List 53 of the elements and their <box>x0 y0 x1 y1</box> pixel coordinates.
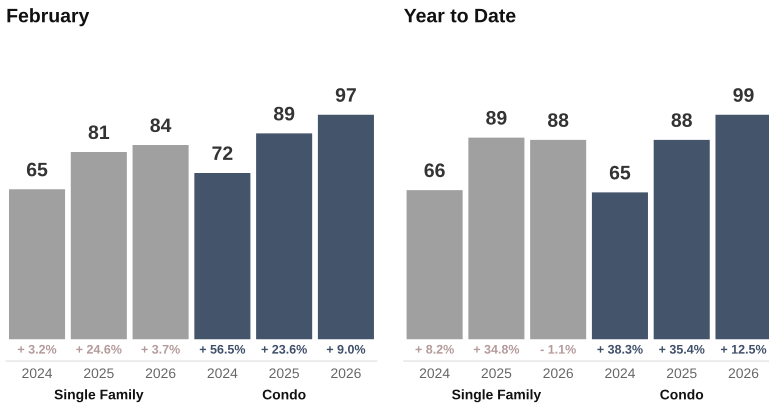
x-tick-label: 2025 <box>666 368 697 378</box>
text: + 3.7% <box>141 344 180 354</box>
text: + 34.8% <box>474 344 520 354</box>
data-label: 65 <box>26 162 48 176</box>
data-label: 99 <box>733 88 754 102</box>
data-label: 89 <box>486 110 506 125</box>
x-tick-label: 2026 <box>728 368 758 378</box>
data-label: 66 <box>424 163 445 178</box>
bar <box>528 138 588 341</box>
bar <box>254 132 314 341</box>
bar <box>192 172 252 341</box>
bar <box>316 113 376 341</box>
data-label: 88 <box>548 113 568 127</box>
text: Condo <box>262 389 306 400</box>
x-tick-label: 2024 <box>22 368 52 378</box>
text: + 23.6% <box>262 344 307 354</box>
bar <box>590 190 650 341</box>
x-tick-label: 2026 <box>331 368 361 378</box>
data-label: 84 <box>150 118 172 132</box>
chart-title: Year to Date <box>404 8 516 22</box>
text: + 12.5% <box>720 344 766 354</box>
text: Single Family <box>54 389 144 402</box>
bar <box>69 150 128 341</box>
x-tick-label: 2025 <box>269 368 300 378</box>
text: + 24.6% <box>76 344 122 354</box>
x-tick-label: 2024 <box>420 368 450 378</box>
text: Single Family <box>452 389 542 402</box>
x-tick-label: 2025 <box>482 368 512 378</box>
text: + 3.2% <box>18 344 56 354</box>
data-label: 89 <box>274 106 294 121</box>
bar <box>8 188 66 341</box>
text: + 8.2% <box>416 344 454 354</box>
text: + 38.3% <box>597 344 643 354</box>
text: + 9.0% <box>326 344 366 354</box>
x-tick-label: 2024 <box>208 368 238 378</box>
chart-title: February <box>7 8 90 26</box>
bar <box>652 138 712 341</box>
bar <box>131 144 190 341</box>
data-label: 81 <box>88 125 110 140</box>
x-tick-label: 2026 <box>543 368 574 378</box>
x-tick-label: 2024 <box>605 368 635 378</box>
text: - 1.1% <box>540 344 576 354</box>
text: + 56.5% <box>200 344 246 354</box>
data-label: 65 <box>610 166 630 180</box>
data-label: 88 <box>672 113 692 127</box>
x-tick-label: 2026 <box>146 368 176 378</box>
data-label: 97 <box>336 88 356 102</box>
text: Condo <box>660 389 704 400</box>
bar <box>466 136 526 341</box>
bar <box>405 188 464 341</box>
x-tick-label: 2025 <box>84 368 114 378</box>
text: + 35.4% <box>659 344 704 354</box>
data-label: 72 <box>212 146 232 160</box>
